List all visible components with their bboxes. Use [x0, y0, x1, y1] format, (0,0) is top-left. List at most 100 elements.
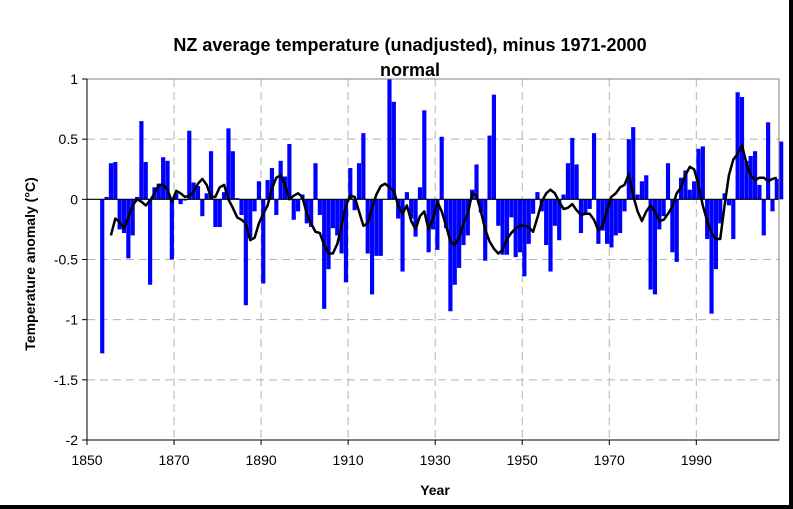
bar [757, 184, 762, 200]
bar [652, 199, 658, 295]
bar [400, 199, 405, 272]
bar [396, 199, 401, 219]
anomaly-bars [100, 79, 784, 354]
bar [626, 139, 631, 200]
bar [391, 101, 396, 200]
bar [465, 199, 470, 236]
bar [217, 199, 222, 228]
bar [330, 199, 335, 229]
bar [500, 199, 505, 255]
bar [121, 199, 127, 234]
bar [761, 199, 766, 236]
bar [674, 199, 679, 262]
bar [687, 189, 692, 200]
bar [639, 181, 644, 200]
bar [187, 130, 192, 200]
bar [422, 110, 427, 200]
bar [265, 180, 270, 200]
bar [287, 143, 292, 200]
x-tick-label: 1870 [158, 452, 189, 468]
chart-title-line-1: NZ average temperature (unadjusted), min… [173, 35, 646, 55]
bar [326, 199, 331, 270]
bar [156, 183, 161, 200]
bar [213, 199, 218, 228]
bar [648, 199, 653, 290]
bar [243, 199, 248, 306]
bar [587, 199, 592, 209]
smoothed-trend-line [109, 143, 778, 255]
bar [435, 199, 440, 250]
bar [369, 199, 375, 295]
bar [352, 199, 357, 211]
bar [766, 122, 771, 200]
bar [613, 199, 618, 236]
bar [544, 199, 549, 246]
bar [700, 146, 705, 200]
bar [182, 199, 188, 201]
bar [752, 151, 758, 200]
bar [474, 164, 479, 200]
bar [317, 199, 322, 215]
bar [635, 194, 640, 200]
bar [604, 199, 610, 244]
y-tick-label: -1 [66, 312, 79, 328]
bar [696, 148, 701, 200]
bar [104, 196, 109, 200]
bar [439, 136, 444, 200]
bar [169, 199, 174, 260]
bar [774, 178, 779, 200]
bar [117, 199, 122, 230]
bar [200, 199, 205, 217]
bar [574, 164, 579, 200]
bar [644, 175, 649, 200]
bar [230, 151, 235, 200]
bar [291, 199, 296, 220]
bar [657, 199, 662, 230]
bar [622, 199, 627, 212]
bar [108, 163, 114, 200]
bar [665, 163, 671, 200]
y-axis-ticks: 1 0.5 0 -0.5 -1 -1.5 -2 [54, 71, 88, 448]
bar [195, 186, 201, 200]
bar [491, 94, 497, 200]
bar [378, 199, 383, 256]
bar [356, 163, 362, 200]
bar [204, 193, 209, 200]
bar [413, 199, 418, 237]
bar [295, 199, 301, 212]
bar [252, 199, 257, 212]
x-tick-label: 1910 [333, 452, 364, 468]
bar [722, 193, 727, 200]
y-tick-label: 1 [70, 71, 78, 87]
gridlines [87, 79, 779, 440]
y-tick-label: -1.5 [54, 372, 78, 388]
bar [361, 133, 366, 200]
bar [248, 199, 253, 238]
bar [709, 199, 714, 314]
bar [222, 192, 227, 200]
bar [596, 199, 601, 244]
bar [583, 199, 588, 214]
bar [313, 163, 318, 200]
bar [148, 199, 153, 285]
bar [343, 199, 349, 283]
bar [387, 79, 392, 200]
bar [683, 170, 688, 200]
x-tick-label: 1970 [594, 452, 625, 468]
y-tick-label: -0.5 [54, 252, 78, 268]
bar [522, 199, 527, 277]
bar [600, 199, 605, 231]
bar [374, 199, 379, 256]
bar [261, 199, 266, 284]
bar [496, 199, 501, 226]
x-tick-label: 1990 [681, 452, 712, 468]
bar [143, 162, 148, 200]
bar [226, 128, 231, 200]
bar [256, 181, 262, 200]
bar [557, 199, 562, 241]
y-tick-label: 0.5 [59, 131, 79, 147]
bar [235, 198, 240, 200]
bar [561, 194, 566, 200]
bar [322, 199, 327, 309]
